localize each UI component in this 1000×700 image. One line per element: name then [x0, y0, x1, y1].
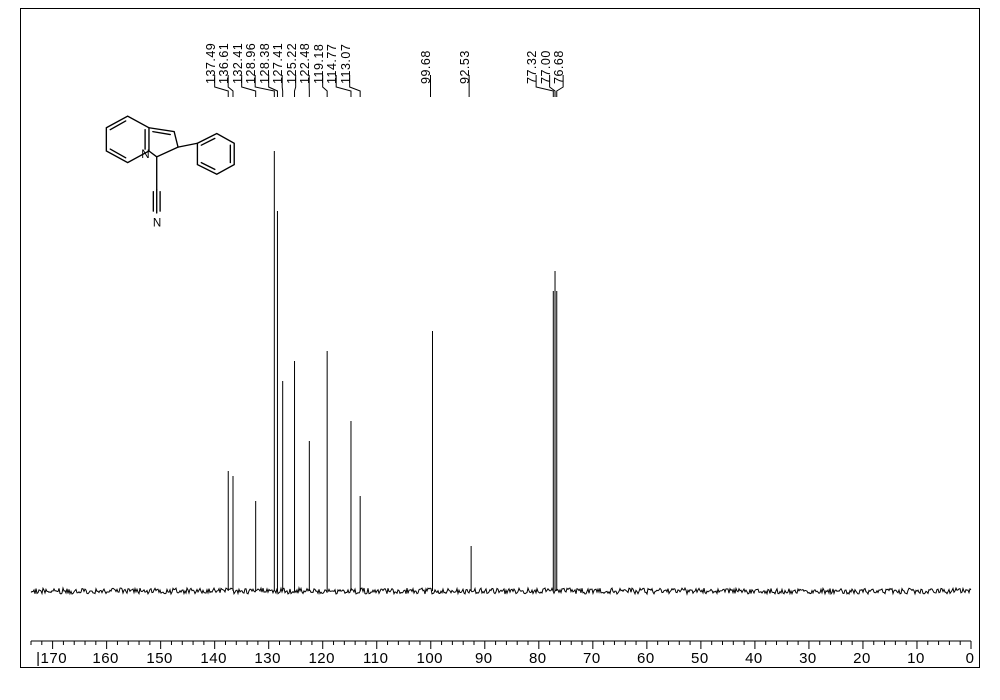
x-axis-label: 160: [92, 650, 119, 667]
x-axis-label: 100: [417, 650, 444, 667]
peak-ppm-label: 77.00: [539, 50, 553, 84]
x-axis-label: 130: [254, 650, 281, 667]
x-axis-label: 110: [363, 650, 388, 667]
x-axis-label: 50: [691, 650, 709, 667]
peak-ppm-label: 113.07: [339, 44, 353, 84]
x-axis-label: 70: [583, 650, 601, 667]
x-axis-label: 80: [529, 650, 547, 667]
peak-ppm-label: 119.18: [312, 44, 326, 84]
peak-ppm-label: 114.77: [325, 44, 339, 84]
peak-ppm-label: 99.68: [419, 50, 433, 84]
x-axis-label: 90: [475, 650, 493, 667]
x-axis-label: 20: [853, 650, 871, 667]
peak-ppm-label: 128.96: [244, 43, 258, 84]
peak-ppm-label: 136.61: [217, 43, 231, 84]
peak-ppm-label: 122.48: [298, 43, 312, 84]
baseline: [31, 588, 971, 594]
x-axis-label: 140: [200, 650, 227, 667]
x-axis-label: 0: [966, 650, 975, 667]
peak-ppm-label: 137.49: [204, 43, 218, 84]
peak-ppm-label: 76.68: [552, 50, 566, 84]
peak-ppm-label: 92.53: [458, 50, 472, 84]
x-axis-label: 60: [637, 650, 655, 667]
x-axis-label: 30: [799, 650, 817, 667]
x-axis-label: 40: [745, 650, 763, 667]
peak-ppm-label: 128.38: [258, 43, 272, 84]
atom-n-nitrile: N: [153, 217, 161, 230]
plot-frame: N N: [20, 8, 980, 668]
molecule-structure: N N: [81, 89, 246, 244]
x-axis-label: |170: [36, 650, 67, 667]
peak-ppm-label: 125.22: [285, 43, 299, 84]
peak-ppm-label: 77.32: [525, 50, 539, 84]
x-axis-label: 10: [907, 650, 925, 667]
peak-ppm-label: 132.41: [231, 43, 245, 84]
x-axis-label: 150: [146, 650, 173, 667]
x-axis-label: 120: [308, 650, 335, 667]
peak-ppm-label: 127.41: [271, 43, 285, 84]
atom-n-ring: N: [141, 148, 149, 161]
